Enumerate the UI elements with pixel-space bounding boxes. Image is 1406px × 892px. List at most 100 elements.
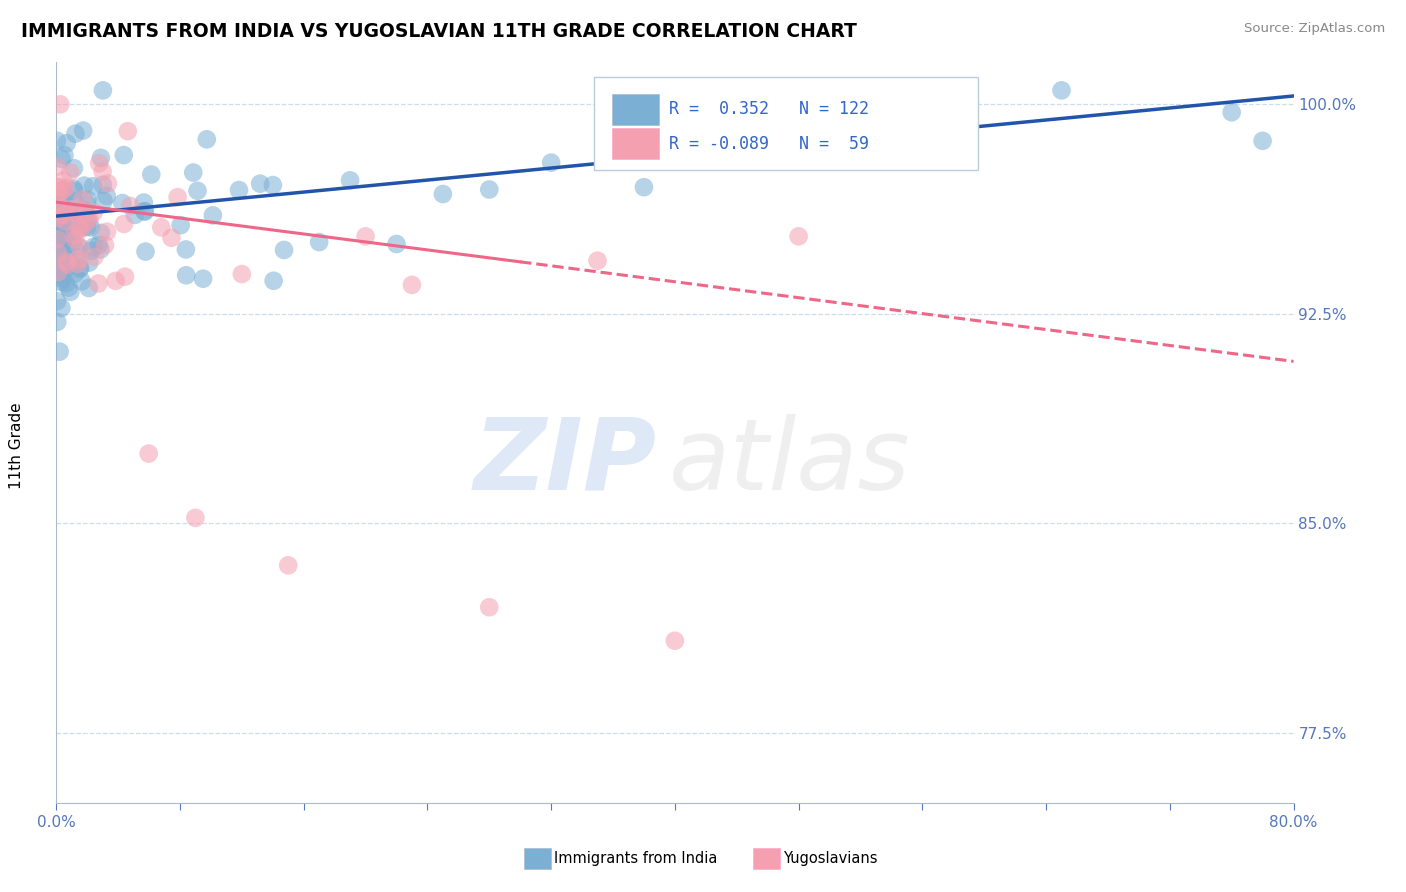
Point xyxy=(58,280,80,294)
Point xyxy=(150,220,173,235)
Point xyxy=(91,83,114,97)
Point xyxy=(1251,134,1274,148)
Point xyxy=(174,243,197,257)
Point xyxy=(76,206,98,220)
Point xyxy=(273,243,295,257)
Point xyxy=(53,208,76,222)
Point xyxy=(277,558,299,573)
Point xyxy=(55,214,77,228)
Point xyxy=(82,179,104,194)
Point xyxy=(112,217,135,231)
Text: Immigrants from India: Immigrants from India xyxy=(554,851,717,866)
Point xyxy=(87,277,110,291)
Point xyxy=(62,228,84,243)
Point xyxy=(231,267,253,281)
Point xyxy=(59,201,82,215)
Point xyxy=(586,253,609,268)
Point xyxy=(77,255,100,269)
Point xyxy=(432,186,454,201)
Point xyxy=(112,148,135,162)
Point xyxy=(69,261,91,276)
Point xyxy=(73,178,96,193)
Point xyxy=(46,246,69,260)
Point xyxy=(73,207,96,221)
Point xyxy=(134,204,156,219)
Point xyxy=(46,254,69,268)
Point xyxy=(67,202,90,217)
Point xyxy=(59,165,82,179)
Point xyxy=(138,446,160,460)
Point xyxy=(69,261,91,276)
Point xyxy=(87,238,110,252)
Point xyxy=(80,220,103,235)
Point xyxy=(55,181,77,195)
Point xyxy=(59,202,82,217)
Point xyxy=(77,213,100,227)
Point xyxy=(67,220,90,235)
Text: R =  0.352   N = 122: R = 0.352 N = 122 xyxy=(669,100,869,118)
Point xyxy=(72,220,94,235)
Point xyxy=(70,274,93,288)
Point xyxy=(51,183,73,197)
Point xyxy=(849,140,872,154)
Point xyxy=(756,130,779,145)
Point xyxy=(73,203,96,218)
Point xyxy=(97,177,120,191)
Point xyxy=(354,229,377,244)
Point xyxy=(53,217,76,231)
Point xyxy=(89,243,111,257)
Point xyxy=(67,240,90,254)
Point xyxy=(46,180,69,194)
Point xyxy=(62,235,84,249)
Point xyxy=(83,250,105,264)
FancyBboxPatch shape xyxy=(595,78,979,169)
Point xyxy=(132,195,155,210)
Point xyxy=(53,270,76,285)
Point xyxy=(1050,83,1073,97)
Point xyxy=(94,238,117,252)
FancyBboxPatch shape xyxy=(612,94,659,125)
Point xyxy=(46,223,69,237)
Point xyxy=(65,127,87,141)
Point xyxy=(46,218,69,232)
Point xyxy=(63,206,86,220)
FancyBboxPatch shape xyxy=(752,847,780,869)
Text: ZIP: ZIP xyxy=(474,414,657,511)
Point xyxy=(51,252,73,267)
Point xyxy=(263,274,285,288)
Point xyxy=(46,160,69,174)
Point xyxy=(59,254,82,268)
Point xyxy=(114,269,136,284)
Point xyxy=(58,204,80,219)
Point xyxy=(48,211,70,225)
Point xyxy=(174,268,197,283)
Point xyxy=(46,195,69,210)
Point xyxy=(96,225,118,239)
Point xyxy=(52,227,75,241)
Point xyxy=(339,173,361,187)
Point xyxy=(49,97,72,112)
Point xyxy=(49,202,72,217)
Point xyxy=(69,208,91,222)
Point xyxy=(90,151,112,165)
Point xyxy=(65,233,87,247)
Point xyxy=(53,265,76,279)
Point xyxy=(72,123,94,137)
Point xyxy=(90,226,112,240)
Point xyxy=(59,285,82,299)
Point xyxy=(308,235,330,249)
Point xyxy=(46,190,69,204)
Point xyxy=(53,219,76,234)
Point xyxy=(66,245,89,260)
Point xyxy=(46,260,69,275)
Point xyxy=(52,238,75,252)
Point xyxy=(201,208,224,222)
Point xyxy=(89,156,111,170)
Point xyxy=(111,196,134,211)
Point xyxy=(46,232,69,246)
Point xyxy=(124,208,146,222)
Text: R = -0.089   N =  59: R = -0.089 N = 59 xyxy=(669,135,869,153)
FancyBboxPatch shape xyxy=(524,847,551,869)
Point xyxy=(478,600,501,615)
Point xyxy=(787,229,810,244)
